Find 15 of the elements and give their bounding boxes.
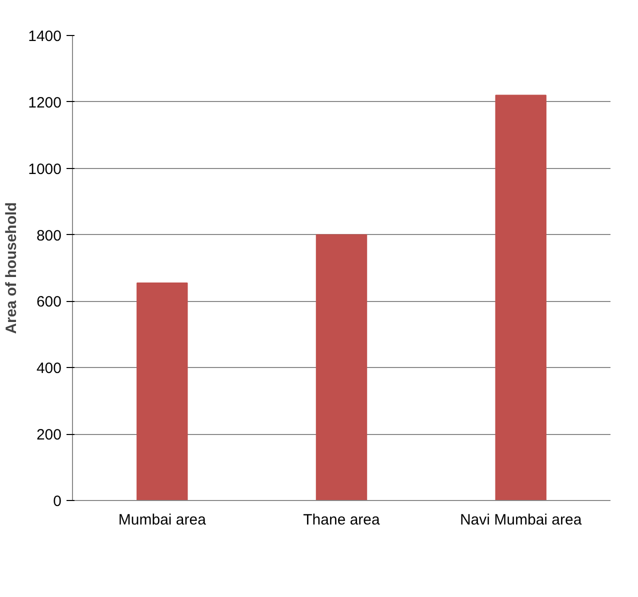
bar xyxy=(495,94,546,500)
x-tick-label: Mumbai area xyxy=(118,512,207,528)
y-tick-label: 200 xyxy=(36,426,62,444)
bar xyxy=(136,282,188,500)
y-tick-label: 1000 xyxy=(28,160,62,178)
y-tick-label: 1200 xyxy=(28,94,62,112)
y-axis-title: Area of household xyxy=(3,202,20,334)
y-tick-label: 400 xyxy=(36,360,62,378)
y-tick-label: 0 xyxy=(53,493,62,510)
bar xyxy=(316,234,368,500)
y-tick-label: 1400 xyxy=(28,28,62,45)
x-tick-label: Navi Mumbai area xyxy=(460,512,582,528)
y-tick-label: 800 xyxy=(36,227,62,244)
x-tick-label: Thane area xyxy=(303,512,381,528)
y-tick-label: 600 xyxy=(36,294,62,311)
